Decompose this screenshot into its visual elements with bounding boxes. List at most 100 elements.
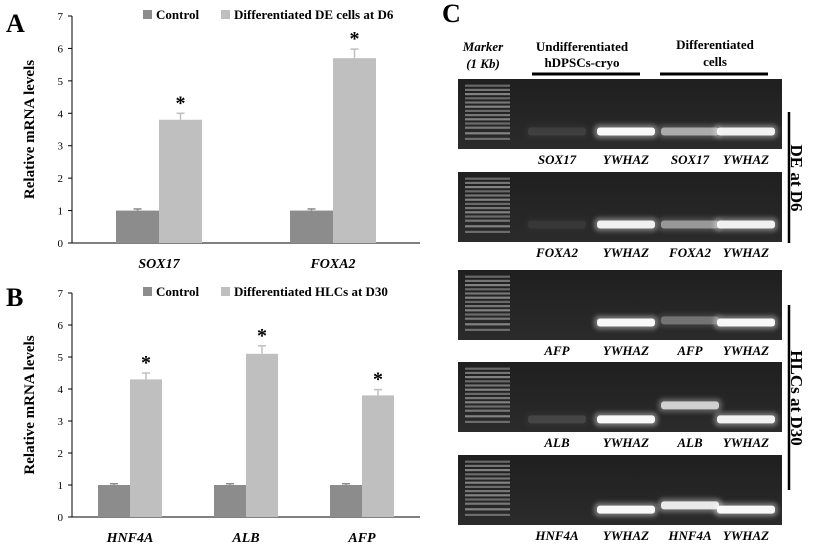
ladder-band	[465, 371, 510, 374]
chartb-bar-treated	[246, 353, 278, 517]
charta-significance-star: *	[350, 28, 360, 50]
ladder-band	[465, 177, 510, 180]
ladder-band	[465, 88, 510, 91]
gel-row: HNF4A YWHAZ HNF4A YWHAZ	[458, 455, 782, 543]
lane-label: YWHAZ	[723, 245, 769, 260]
lane-label: YWHAZ	[723, 528, 769, 543]
ladder-band	[465, 288, 510, 291]
charta-ytick-label: 6	[58, 43, 64, 55]
side-label-de-text: DE at D6	[787, 144, 806, 211]
ladder-band	[465, 211, 510, 214]
group-diff-line1: Differentiated	[676, 37, 755, 52]
ladder-band	[465, 137, 510, 140]
ladder-band	[465, 114, 510, 117]
ladder-band	[465, 225, 510, 228]
chartb-ytick-label: 5	[58, 352, 64, 364]
lane-label: ALB	[543, 435, 570, 450]
ladder-band	[465, 230, 510, 233]
charta-ytick-label: 4	[58, 108, 64, 120]
lane-label: YWHAZ	[723, 152, 769, 167]
gel-band	[717, 415, 775, 424]
gel-band	[597, 318, 655, 327]
charta-bar-control	[116, 210, 159, 243]
lane-label: SOX17	[538, 152, 577, 167]
lane-label: YWHAZ	[603, 343, 649, 358]
ladder-band	[465, 181, 510, 184]
ladder-band	[465, 392, 510, 395]
lane-label: ALB	[676, 435, 703, 450]
charta-ylabel: Relative mRNA levels	[22, 60, 38, 199]
chartb-significance-star: *	[373, 369, 383, 391]
charta-ytick-label: 5	[58, 76, 64, 88]
ladder-band	[465, 415, 510, 418]
lane-label: YWHAZ	[603, 435, 649, 450]
ladder-band	[465, 313, 510, 316]
gel-band	[717, 127, 775, 136]
ladder-band	[465, 300, 510, 303]
ladder-band	[465, 405, 510, 408]
gel-band	[717, 220, 775, 229]
band-glow	[658, 313, 722, 328]
ladder-band	[465, 502, 510, 505]
marker-label-line1: Marker	[462, 39, 504, 54]
ladder-band	[465, 93, 510, 96]
gel-panel: Marker (1 Kb) Undifferentiated hDPSCs-cr…	[458, 37, 806, 543]
gel-band	[597, 505, 655, 514]
ladder-band	[465, 126, 510, 129]
gel-row: ALB YWHAZ ALB YWHAZ	[458, 362, 782, 450]
charta-bar-control	[290, 210, 333, 243]
chartb-bar-control	[98, 485, 130, 517]
ladder-band	[465, 207, 510, 210]
gel-band	[597, 415, 655, 424]
panel-label-b: B	[6, 283, 23, 312]
ladder-band	[465, 296, 510, 299]
charta-ytick-label: 0	[58, 238, 64, 250]
lane-label: YWHAZ	[723, 435, 769, 450]
group-undiff-line1: Undifferentiated	[536, 39, 629, 54]
gel-band	[528, 127, 586, 136]
chartb-bar-control	[330, 485, 362, 517]
lane-label: FOXA2	[535, 245, 578, 260]
ladder-band	[465, 367, 510, 370]
charta-category-label: FOXA2	[309, 257, 355, 272]
ladder-band	[465, 122, 510, 125]
ladder-band	[465, 275, 510, 278]
charta-ytick-label: 1	[58, 206, 64, 218]
ladder-band	[465, 105, 510, 108]
gel-band	[661, 501, 719, 510]
ladder-band	[465, 109, 510, 112]
chartb-category-label: ALB	[231, 531, 259, 546]
ladder-band	[465, 309, 510, 312]
chartb-category-label: AFP	[347, 531, 376, 546]
ladder-band	[465, 376, 510, 379]
panel-label-a: A	[6, 9, 25, 38]
ladder-band	[465, 305, 510, 308]
chartb-ytick-label: 0	[58, 512, 64, 524]
gel-row: SOX17 YWHAZ SOX17 YWHAZ	[458, 79, 782, 167]
charta-bar-treated	[333, 58, 376, 244]
chartb-legend-swatch	[221, 287, 230, 296]
gel-band	[717, 505, 775, 514]
ladder-band	[465, 401, 510, 404]
chartb-legend-label: Control	[156, 284, 199, 299]
chart-b: 0 1 2 3 4 5 6 7 Relative mRNA levels Control Diffe…	[22, 284, 420, 546]
gel-band	[661, 127, 719, 136]
ladder-band	[465, 494, 510, 497]
ladder-band	[465, 194, 510, 197]
ladder-band	[465, 460, 510, 463]
ladder-band	[465, 481, 510, 484]
lane-label: HNF4A	[534, 528, 579, 543]
lane-label: HNF4A	[667, 528, 712, 543]
ladder-band	[465, 380, 510, 383]
gel-row: FOXA2 YWHAZ FOXA2 YWHAZ	[458, 172, 782, 260]
chartb-ytick-label: 4	[58, 384, 64, 396]
gel-band	[661, 316, 719, 325]
lane-label: YWHAZ	[603, 245, 649, 260]
side-label-hlc-text: HLCs at D30	[787, 350, 806, 445]
ladder-band	[465, 469, 510, 472]
chartb-ytick-label: 3	[58, 416, 64, 428]
ladder-band	[465, 219, 510, 222]
gel-row: AFP YWHAZ AFP YWHAZ	[458, 270, 782, 358]
ladder-band	[465, 498, 510, 501]
